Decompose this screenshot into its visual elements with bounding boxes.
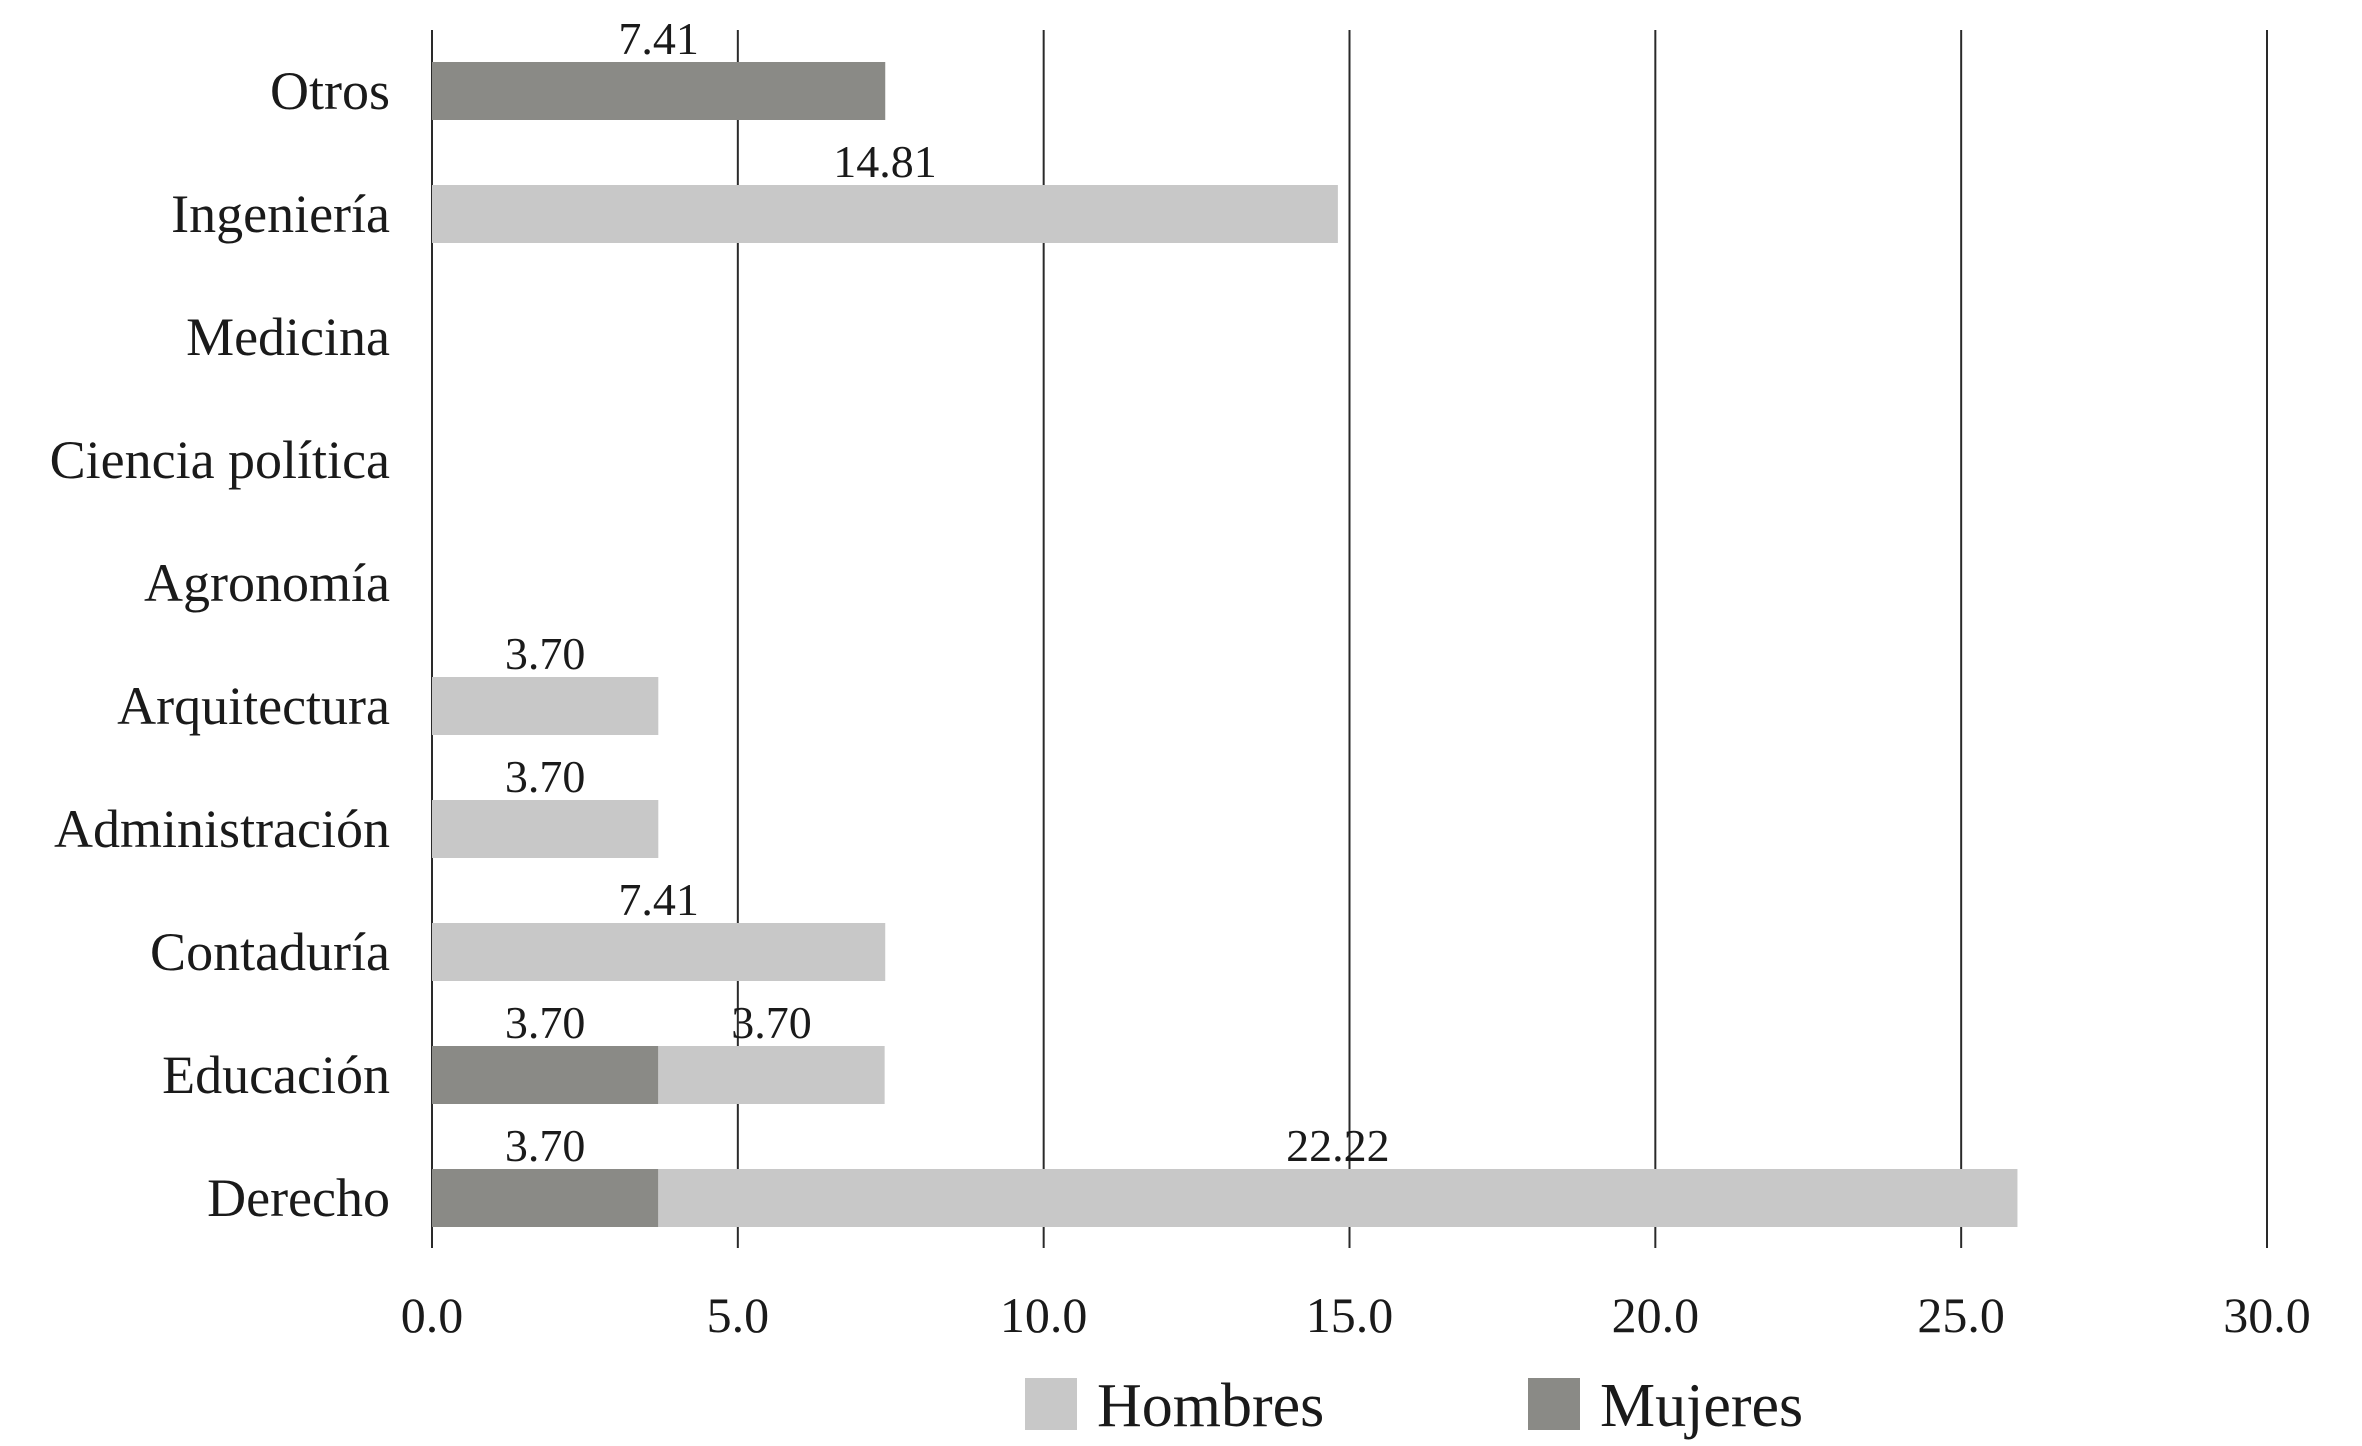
data-label: 22.22 [1286,1120,1390,1171]
x-tick-label: 30.0 [2223,1287,2311,1343]
data-label: 7.41 [618,874,699,925]
bar-hombres [432,923,886,981]
legend-label: Mujeres [1600,1372,1803,1440]
data-label: 14.81 [833,136,937,187]
legend: Hombres Mujeres [1025,1372,1803,1440]
bar-hombres [658,1169,2018,1227]
category-label: Derecho [207,1168,390,1228]
category-label: Medicina [186,307,390,367]
data-label: 3.70 [731,997,812,1048]
bar-mujeres [432,1046,659,1104]
data-label: 3.70 [505,997,586,1048]
legend-label: Hombres [1097,1372,1324,1440]
data-label: 7.41 [618,13,699,64]
legend-swatch-hombres [1025,1378,1077,1430]
category-label: Educación [162,1045,390,1105]
bar-hombres [432,185,1338,243]
data-labels: 3.70 22.22 3.70 3.70 7.41 3.70 3.70 14.81 7.41 [505,13,1390,1171]
category-label: Arquitectura [117,676,390,736]
bar-hombres [658,1046,885,1104]
x-tick-label: 0.0 [401,1287,464,1343]
category-label: Ingeniería [171,184,390,244]
category-labels: Derecho Educación Contaduría Administración… [50,61,390,1228]
x-axis-ticks: 0.0 5.0 10.0 15.0 20.0 25.0 30.0 [401,1287,2311,1343]
category-label: Administración [54,799,390,859]
category-label: Agronomía [144,553,390,613]
data-label: 3.70 [505,1120,586,1171]
bar-hombres [432,800,659,858]
x-tick-label: 20.0 [1612,1287,1700,1343]
category-label: Otros [270,61,390,121]
x-tick-label: 15.0 [1306,1287,1394,1343]
category-label: Ciencia política [50,430,390,490]
bar-mujeres [432,62,886,120]
data-label: 3.70 [505,628,586,679]
x-tick-label: 25.0 [1917,1287,2005,1343]
data-label: 3.70 [505,751,586,802]
category-label: Contaduría [150,922,390,982]
bar-mujeres [432,1169,659,1227]
bars [432,62,2018,1227]
x-tick-label: 5.0 [707,1287,770,1343]
x-tick-label: 10.0 [1000,1287,1088,1343]
legend-swatch-mujeres [1528,1378,1580,1430]
bar-hombres [432,677,659,735]
